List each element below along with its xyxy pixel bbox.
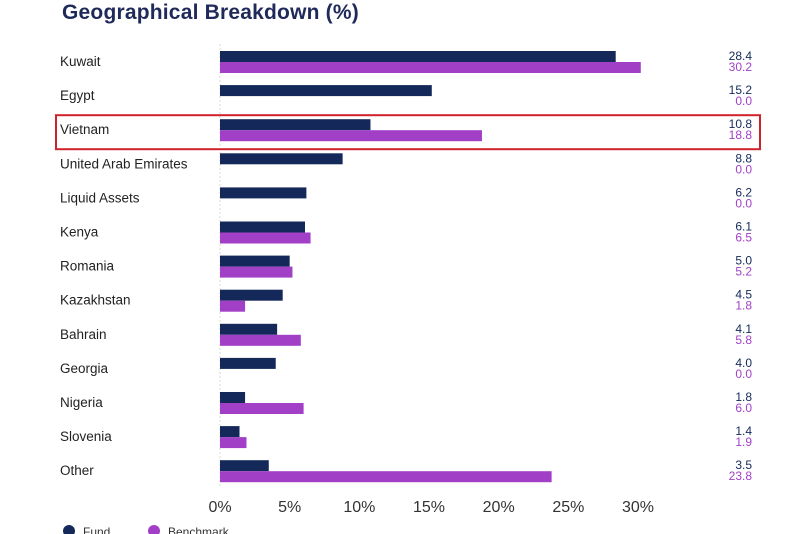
legend-marker-benchmark [148,525,160,534]
bar-fund-kazakhstan [220,289,283,301]
category-label-united-arab-emirates: United Arab Emirates [60,156,188,171]
bar-benchmark-nigeria [220,403,304,414]
value-label-fund-romania: 5.0 [735,254,752,268]
x-tick-label-5: 5% [278,499,301,516]
x-tick-label-20: 20% [483,499,515,516]
value-label-benchmark-liquid-assets: 0.0 [735,196,752,210]
bar-fund-other [220,460,269,472]
value-label-fund-liquid-assets: 6.2 [735,185,752,199]
category-label-nigeria: Nigeria [60,395,103,410]
bar-fund-vietnam [220,119,371,131]
legend-label-fund: Fund [83,525,110,534]
bar-fund-bahrain [220,323,278,335]
value-label-fund-kazakhstan: 4.5 [735,288,752,302]
value-label-fund-kuwait: 28.4 [729,49,753,63]
value-label-benchmark-georgia: 0.0 [735,367,752,381]
category-label-liquid-assets: Liquid Assets [60,190,140,205]
value-label-benchmark-romania: 5.2 [735,265,752,279]
bar-benchmark-vietnam [220,130,482,142]
bar-fund-egypt [220,85,432,97]
category-label-georgia: Georgia [60,361,109,376]
x-tick-label-30: 30% [622,499,654,516]
legend: Fund Benchmark [63,525,230,534]
x-tick-label-0: 0% [208,499,231,516]
value-label-fund-bahrain: 4.1 [735,322,752,336]
value-label-benchmark-kuwait: 30.2 [729,60,753,74]
category-label-vietnam: Vietnam [60,122,109,137]
category-label-kuwait: Kuwait [60,54,101,69]
x-tick-labels: 0% 5% 10% 15% 20% 25% 30% [208,499,654,516]
bar-benchmark-romania [220,266,293,278]
category-labels: Kuwait Egypt Vietnam United Arab Emirates Li… [60,54,188,478]
x-tick-label-15: 15% [413,499,445,516]
value-label-benchmark-other: 23.8 [729,469,753,483]
bar-fund-slovenia [220,426,240,438]
category-label-bahrain: Bahrain [60,327,107,342]
category-label-kenya: Kenya [60,225,99,240]
category-label-slovenia: Slovenia [60,429,112,444]
bar-benchmark-kuwait [220,62,641,73]
value-label-fund-egypt: 15.2 [729,83,753,97]
value-label-fund-georgia: 4.0 [735,356,752,370]
bars [220,51,641,483]
value-label-fund-slovenia: 1.4 [735,424,752,438]
value-labels: 28.430.215.20.010.818.88.80.06.20.06.16.… [729,49,753,483]
highlight-box [55,114,761,151]
chart-title: Geographical Breakdown (%) [62,1,359,24]
value-label-benchmark-nigeria: 6.0 [735,401,752,415]
highlight-box-vietnam [55,114,761,151]
legend-marker-fund [63,525,75,534]
bar-benchmark-other [220,471,552,483]
bar-benchmark-slovenia [220,437,247,449]
value-label-benchmark-egypt: 0.0 [735,94,752,108]
bar-fund-kenya [220,221,305,233]
x-tick-label-25: 25% [552,499,584,516]
category-label-kazakhstan: Kazakhstan [60,293,131,308]
value-label-benchmark-united-arab-emirates: 0.0 [735,162,752,176]
bar-benchmark-kazakhstan [220,300,246,312]
value-label-benchmark-kenya: 6.5 [735,231,752,245]
value-label-benchmark-bahrain: 5.8 [735,333,752,347]
value-label-benchmark-slovenia: 1.9 [735,435,752,449]
value-label-fund-kenya: 6.1 [735,220,752,234]
bar-benchmark-bahrain [220,334,301,346]
bar-fund-kuwait [220,51,616,62]
x-tick-label-10: 10% [343,499,375,516]
value-label-fund-vietnam: 10.8 [729,117,753,131]
value-label-benchmark-vietnam: 18.8 [729,128,753,142]
bar-fund-nigeria [220,392,246,403]
bar-fund-liquid-assets [220,187,307,199]
value-label-benchmark-kazakhstan: 1.8 [735,299,752,313]
value-label-fund-united-arab-emirates: 8.8 [735,151,752,165]
value-label-fund-nigeria: 1.8 [735,390,752,404]
category-label-egypt: Egypt [60,88,95,103]
bar-fund-united-arab-emirates [220,153,343,165]
category-label-romania: Romania [60,259,115,274]
bar-benchmark-kenya [220,232,311,244]
bar-fund-georgia [220,357,276,369]
bar-fund-romania [220,255,290,267]
legend-label-benchmark: Benchmark [168,525,230,534]
category-label-other: Other [60,463,94,478]
value-label-fund-other: 3.5 [735,458,752,472]
